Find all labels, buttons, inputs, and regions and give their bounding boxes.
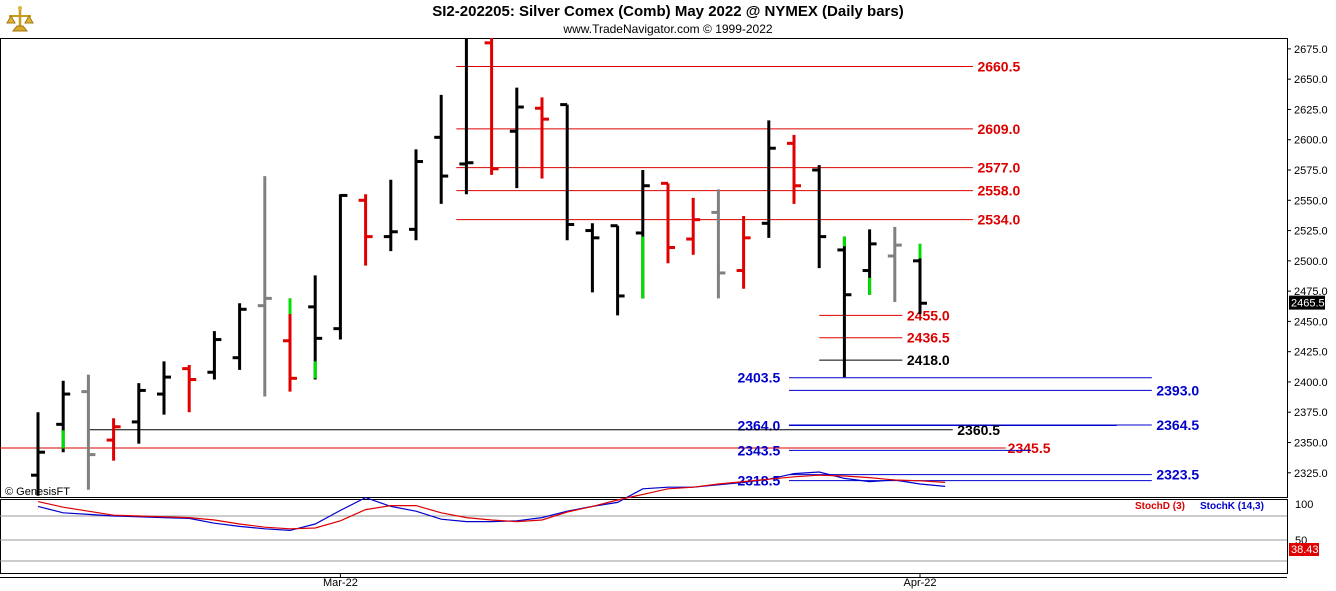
- level-label: 2558.0: [977, 183, 1020, 199]
- price-tick-label: 2650.0: [1294, 74, 1328, 86]
- stoch-last-label: 38.43: [1291, 544, 1319, 556]
- price-tick-label: 2475.0: [1294, 286, 1328, 298]
- price-tick-label: 2675.0: [1294, 44, 1328, 56]
- chart-title: SI2-202205: Silver Comex (Comb) May 2022…: [432, 3, 904, 20]
- level-label: 2418.0: [907, 352, 950, 368]
- level-label: 2323.5: [1156, 467, 1199, 483]
- stoch-axis-100: 100: [1295, 499, 1313, 511]
- stoch-d-line: [37, 474, 946, 530]
- price-axis: 2675.0 2650.0 2625.0 2600.0 2575.0 2550.0 2525…: [1287, 44, 1328, 480]
- level-label: 2436.5: [907, 330, 950, 346]
- level-label: 2577.0: [977, 160, 1020, 176]
- price-bars: [31, 38, 927, 496]
- level-label: 2364.5: [1156, 417, 1199, 433]
- last-price-box: [1289, 295, 1325, 310]
- price-tick-label: 2575.0: [1294, 165, 1328, 177]
- price-tick-label: 2525.0: [1294, 226, 1328, 238]
- date-label: Mar-22: [323, 577, 358, 589]
- stochastic-panel-frame: [0, 499, 1288, 574]
- level-label: 2364.0: [737, 418, 780, 434]
- price-tick-label: 2325.0: [1294, 468, 1328, 480]
- stoch-k-line: [37, 471, 946, 532]
- stoch-last-box: [1289, 543, 1319, 556]
- price-panel-frame: [0, 38, 1288, 498]
- stoch-d-legend: StochD (3): [1135, 501, 1185, 512]
- price-tick-label: 2400.0: [1294, 377, 1328, 389]
- chart-subtitle: www.TradeNavigator.com © 1999-2022: [563, 22, 773, 36]
- level-label: 2360.5: [957, 422, 1000, 438]
- price-tick-label: 2600.0: [1294, 135, 1328, 147]
- price-tick-label: 2375.0: [1294, 407, 1328, 419]
- level-label: 2660.5: [977, 58, 1020, 74]
- level-label: 2343.5: [737, 442, 780, 458]
- stoch-k-legend: StochK (14,3): [1200, 501, 1264, 512]
- level-label: 2403.5: [737, 370, 780, 386]
- last-price-label: 2465.5: [1291, 298, 1325, 310]
- date-label: Apr-22: [903, 577, 936, 589]
- price-tick-label: 2350.0: [1294, 438, 1328, 450]
- price-tick-label: 2550.0: [1294, 195, 1328, 207]
- price-tick-label: 2450.0: [1294, 316, 1328, 328]
- price-tick-label: 2425.0: [1294, 347, 1328, 359]
- level-label: 2345.5: [1008, 440, 1051, 456]
- price-tick-label: 2500.0: [1294, 256, 1328, 268]
- level-label: 2455.0: [907, 307, 950, 323]
- level-label: 2393.0: [1156, 382, 1199, 398]
- level-label: 2609.0: [977, 121, 1020, 137]
- level-label: 2534.0: [977, 212, 1020, 228]
- date-axis: Mar-22 Apr-22: [323, 573, 937, 589]
- trade-navigator-logo-icon: [6, 6, 34, 32]
- watermark: © GenesisFT: [5, 486, 70, 498]
- level-lines: 2660.5 2609.0 2577.0 2558.0 2534.0 2455.0 2436…: [0, 58, 1199, 489]
- price-tick-label: 2625.0: [1294, 104, 1328, 116]
